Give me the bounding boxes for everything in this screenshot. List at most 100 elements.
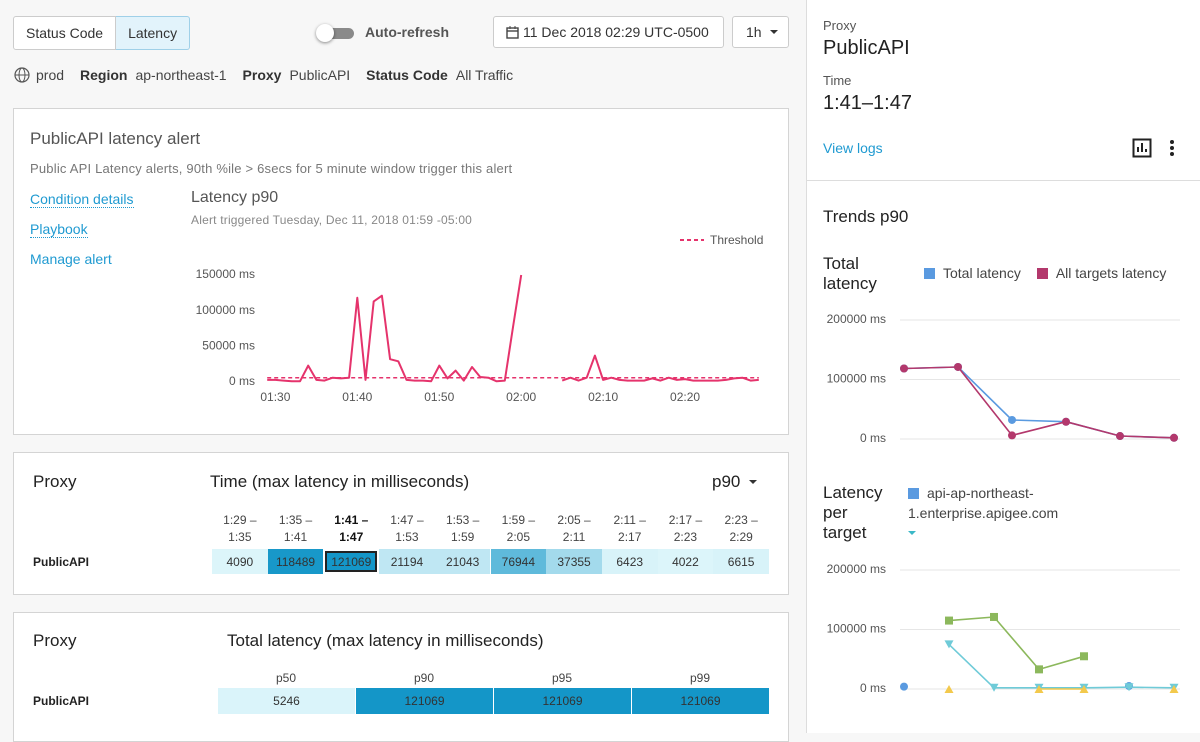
row-header: Proxy xyxy=(33,631,77,650)
column-header: 2:23 – 2:29 xyxy=(713,512,769,546)
proxy-label: Proxy xyxy=(823,18,857,33)
alert-link[interactable]: Playbook xyxy=(30,221,88,238)
calendar-icon xyxy=(506,25,519,39)
proxy-name: PublicAPI xyxy=(823,37,910,59)
column-header: 1:41 – 1:47 xyxy=(323,512,379,546)
legend-swatch xyxy=(908,488,919,499)
legend-item[interactable]: All targets latency xyxy=(1036,265,1167,281)
column-label: 1:59 – 2:05 xyxy=(501,513,536,544)
divider xyxy=(806,180,1200,181)
row-label: PublicAPI xyxy=(33,694,90,708)
legend-item[interactable]: api-ap-northeast-1.enterprise.apigee.com xyxy=(908,485,1058,521)
column-label: 2:11 – 2:17 xyxy=(613,513,646,544)
legend: Total latency All targets latency xyxy=(924,265,1182,281)
caret xyxy=(749,480,758,484)
column-header: 1:53 – 1:59 xyxy=(435,512,491,546)
status-code-label: Status Code xyxy=(366,67,448,83)
chart-icon[interactable] xyxy=(1132,138,1152,158)
alert-description: Public API Latency alerts, 90th %ile > 6… xyxy=(30,161,513,176)
proxy-label: Proxy xyxy=(242,67,282,83)
column-label: 1:29 – 1:35 xyxy=(223,513,257,544)
toggle-track xyxy=(318,28,354,39)
percentile-picker[interactable]: p90 xyxy=(712,472,758,492)
column-header: 1:35 – 1:41 xyxy=(268,512,324,546)
legend-item[interactable]: Total latency xyxy=(924,265,1021,281)
legend-swatch xyxy=(924,268,935,279)
range-picker[interactable]: 1h xyxy=(732,16,789,48)
auto-refresh-toggle[interactable] xyxy=(316,24,356,42)
column-header: 2:05 – 2:11 xyxy=(546,512,602,546)
threshold-legend: Threshold xyxy=(680,233,763,247)
column-header: p95 xyxy=(551,671,573,685)
more-menu[interactable] xyxy=(1169,139,1175,157)
range-text: 1h xyxy=(746,24,762,40)
threshold-label: Threshold xyxy=(710,233,764,247)
alert-title: PublicAPI latency alert xyxy=(30,129,201,148)
auto-refresh-label: Auto-refresh xyxy=(365,24,450,40)
alert-panel xyxy=(13,108,789,435)
column-label: 2:17 – 2:23 xyxy=(668,513,703,544)
latency-cell[interactable]: 4022 xyxy=(657,549,714,574)
total-table-panel xyxy=(13,612,789,742)
column-header: 2:11 – 2:17 xyxy=(602,512,658,546)
column-header: p99 xyxy=(689,671,711,685)
table-title: Time (max latency in milliseconds) xyxy=(210,472,470,491)
latency-cell[interactable]: 121069 xyxy=(323,549,380,574)
legend-label: api-ap-northeast-1.enterprise.apigee.com xyxy=(908,485,1059,521)
caret xyxy=(769,30,778,34)
chart-subtitle: Alert triggered Tuesday, Dec 11, 2018 01… xyxy=(191,213,473,227)
legend-pager[interactable] xyxy=(907,530,917,536)
chart-title: Total latency xyxy=(823,254,877,293)
legend: api-ap-northeast-1.enterprise.apigee.com xyxy=(908,483,1176,523)
latency-cell[interactable]: 118489 xyxy=(267,549,324,574)
chart-title: Latency p90 xyxy=(191,189,279,206)
proxy: PublicAPI xyxy=(289,67,351,83)
environment: prod xyxy=(36,67,65,83)
legend-label: Total latency xyxy=(943,265,1021,281)
tab[interactable]: Latency xyxy=(116,16,191,50)
toggle-knob xyxy=(316,24,334,42)
alert-link[interactable]: Manage alert xyxy=(30,251,112,267)
column-label: 2:23 – 2:29 xyxy=(724,513,758,544)
time-label: Time xyxy=(823,73,852,88)
time-range: 1:41–1:47 xyxy=(823,92,912,114)
latency-cell: 121069 xyxy=(632,688,769,714)
column-label: 1:35 – 1:41 xyxy=(278,513,313,544)
filter-bar: prod Region ap-northeast-1 Proxy PublicA… xyxy=(14,66,529,84)
column-label: 1:47 – 1:53 xyxy=(390,513,424,544)
column-header: 2:17 – 2:23 xyxy=(658,512,714,546)
column-label: 2:05 – 2:11 xyxy=(557,513,591,544)
latency-cell: 121069 xyxy=(494,688,631,714)
latency-cell[interactable]: 21043 xyxy=(434,549,491,574)
latency-cell[interactable]: 4090 xyxy=(212,549,268,574)
column-header: p50 xyxy=(275,671,297,685)
tab[interactable]: Status Code xyxy=(13,16,117,50)
latency-cell: 5246 xyxy=(218,688,355,714)
threshold-swatch xyxy=(680,239,704,241)
date-picker[interactable]: 11 Dec 2018 02:29 UTC-0500 xyxy=(493,16,724,48)
trends-title: Trends p90 xyxy=(823,207,909,226)
column-header: 1:29 – 1:35 xyxy=(212,512,268,546)
table-title: Total latency (max latency in millisecon… xyxy=(227,631,544,650)
legend-label: All targets latency xyxy=(1055,265,1167,281)
column-label: 1:53 – 1:59 xyxy=(445,513,480,544)
latency-cell[interactable]: 6423 xyxy=(601,549,658,574)
latency-cell[interactable]: 21194 xyxy=(379,549,435,574)
region-label: Region xyxy=(80,67,128,83)
column-header: 1:47 – 1:53 xyxy=(379,512,435,546)
status-code: All Traffic xyxy=(455,67,514,83)
latency-cell[interactable]: 6615 xyxy=(713,549,769,574)
column-header: 1:59 – 2:05 xyxy=(491,512,547,546)
column-label: 1:41 – 1:47 xyxy=(334,513,369,544)
latency-cell[interactable]: 76944 xyxy=(490,549,547,574)
column-header: p90 xyxy=(413,671,435,685)
globe-icon xyxy=(14,67,30,83)
view-logs-link[interactable]: View logs xyxy=(823,140,883,156)
latency-cell: 121069 xyxy=(356,688,493,714)
latency-cell[interactable]: 37355 xyxy=(546,549,602,574)
row-header: Proxy xyxy=(33,472,77,491)
date-text: 11 Dec 2018 02:29 UTC-0500 xyxy=(523,24,709,40)
percentile: p90 xyxy=(712,472,741,491)
alert-link[interactable]: Condition details xyxy=(30,191,134,208)
